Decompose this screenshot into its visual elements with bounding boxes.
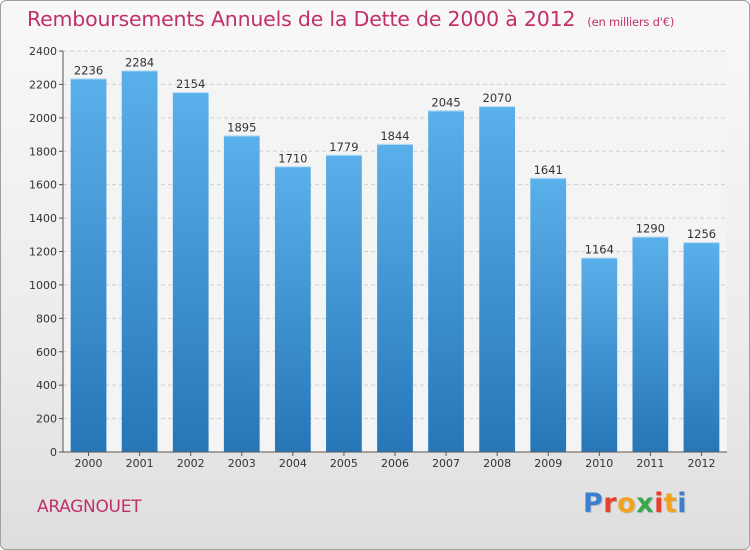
x-tick-labels: 2000 2001 2002 2003 2004 2005 2006 2007 2008 2009…	[75, 457, 716, 470]
y-tick-label: 2200	[29, 78, 57, 91]
bar-value-label: 1290	[636, 221, 665, 235]
bar-value-label: 1164	[585, 243, 614, 257]
bar	[428, 110, 464, 453]
bar	[683, 242, 720, 452]
bar-value-label: 1641	[534, 163, 563, 177]
x-tick-label: 2006	[381, 457, 409, 470]
y-tick-label: 1200	[29, 246, 57, 259]
y-tick-label: 600	[36, 346, 57, 359]
x-tick-label: 2011	[636, 457, 664, 470]
logo-letter: r	[603, 488, 618, 519]
x-tick-label: 2009	[534, 457, 562, 470]
bar-value-label: 1710	[278, 151, 307, 165]
y-tick-label: 1600	[29, 179, 57, 192]
bar-value-label: 1844	[380, 129, 409, 143]
bar	[530, 177, 567, 452]
chart-title: Remboursements Annuels de la Dette de 20…	[27, 7, 675, 31]
bar-value-label: 2045	[431, 95, 460, 109]
x-tick-label: 2002	[177, 457, 205, 470]
logo-letter: x	[636, 488, 655, 519]
x-tick-label: 2003	[228, 457, 256, 470]
x-tick-label: 2008	[483, 457, 511, 470]
bar	[377, 143, 413, 453]
bar-value-label: 2236	[74, 63, 103, 77]
logo-letter: o	[617, 488, 637, 519]
y-tick-label: 400	[36, 379, 57, 392]
bar-value-label: 1256	[687, 227, 716, 241]
y-tick-label: 2400	[29, 45, 57, 58]
x-tick-label: 2001	[126, 457, 154, 470]
y-tick-labels: 0 200 400 600 800 1000 1200 1400 1600 1800 2000 220…	[29, 45, 57, 459]
y-tick-label: 1800	[29, 145, 57, 158]
bar	[172, 92, 209, 452]
y-tick-label: 1400	[29, 212, 57, 225]
x-tick-label: 2010	[585, 457, 613, 470]
bar-value-label: 2154	[176, 77, 205, 91]
bar-value-label: 1779	[329, 140, 358, 154]
bar	[581, 257, 618, 452]
axes	[62, 51, 727, 456]
bar	[479, 106, 516, 452]
bar	[121, 70, 158, 453]
proxiti-logo: Proxiti	[583, 488, 687, 519]
bar-value-label: 2284	[125, 55, 154, 69]
bar	[274, 166, 311, 452]
bar-value-label: 2070	[483, 91, 512, 105]
logo-letter: P	[583, 488, 604, 519]
x-tick-label: 2004	[279, 457, 307, 470]
logo-letter: t	[663, 488, 678, 519]
bar	[70, 78, 107, 452]
bars	[70, 70, 720, 453]
commune-name: ARAGNOUET	[37, 497, 142, 517]
y-tick-label: 2000	[29, 112, 57, 125]
bar	[223, 135, 260, 453]
bar-value-labels: 2236 2284 2154 1895 1710 1779 1844 2045 2070 1641…	[74, 55, 716, 256]
x-tick-label: 2007	[432, 457, 460, 470]
y-tick-label: 0	[50, 446, 57, 459]
y-tick-label: 1000	[29, 279, 57, 292]
logo-letter: i	[654, 488, 664, 519]
bar	[326, 154, 362, 453]
chart-subtitle: (en milliers d'€)	[587, 15, 675, 29]
y-tick-label: 200	[36, 413, 57, 426]
bar	[632, 236, 669, 452]
x-tick-label: 2012	[687, 457, 715, 470]
y-tick-label: 800	[36, 312, 57, 325]
x-tick-label: 2000	[75, 457, 103, 470]
bar-value-label: 1895	[227, 120, 256, 134]
x-tick-label: 2005	[330, 457, 358, 470]
logo-letter: i	[677, 488, 688, 519]
